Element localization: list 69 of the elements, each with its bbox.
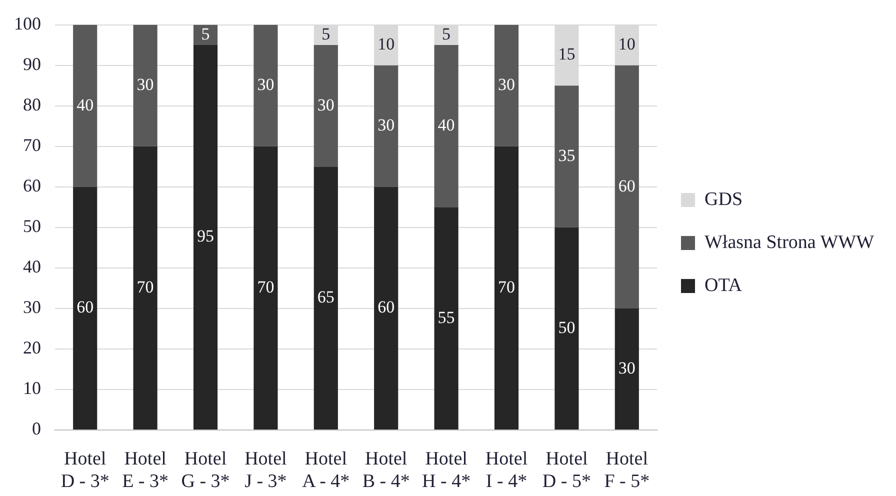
data-label: 35 [558,146,576,165]
x-tick-label: Hotel H - 4* [422,448,471,492]
bar [314,166,338,430]
data-label: 10 [618,34,636,54]
data-label: 30 [498,75,515,94]
data-label: 95 [197,226,214,246]
y-tick-label: 40 [23,256,41,277]
data-label: 70 [136,277,154,296]
bar [554,227,579,430]
data-label: 5 [322,24,330,44]
y-tick-label: 90 [23,54,41,74]
x-tick-label: Hotel I - 4* [485,448,528,492]
bar [494,24,519,146]
data-label: 5 [201,24,210,44]
legend-label: OTA [704,274,742,296]
data-label: 60 [76,298,94,317]
data-label: 50 [558,318,576,337]
y-tick-label: 0 [32,418,41,439]
y-tick-label: 50 [23,216,41,236]
data-label: 5 [442,24,451,44]
legend-label: GDS [704,188,743,210]
y-tick-label: 60 [23,176,41,196]
data-label: 40 [438,116,455,135]
bar [254,24,278,146]
bar [133,24,158,146]
bar [494,146,519,430]
data-label: 30 [618,358,636,378]
x-tick-label: Hotel E - 3* [122,448,169,492]
y-tick-label: 100 [14,14,41,34]
x-tick-label: Hotel J - 3* [244,448,287,492]
data-label: 15 [558,44,576,64]
y-tick-label: 70 [23,135,41,156]
bar [374,65,398,187]
y-tick-label: 10 [23,378,41,398]
data-label: 70 [257,277,274,296]
y-tick-label: 20 [23,338,41,358]
y-tick-label: 80 [23,94,41,115]
data-label: 40 [76,95,94,114]
bar [314,45,338,167]
data-label: 30 [136,75,154,94]
data-label: 30 [317,95,334,114]
data-label: 65 [317,288,334,307]
bar [374,186,398,430]
data-label: 60 [378,298,395,317]
bar [193,45,218,430]
data-label: 55 [438,308,455,327]
x-tick-label: Hotel A - 4* [302,448,350,492]
bar [434,45,458,208]
bar [73,186,98,430]
data-label: 10 [378,34,395,54]
bar [434,207,458,430]
data-label: 30 [257,75,274,94]
bar [73,24,98,187]
data-label: 30 [378,116,395,135]
x-tick-label: Hotel F - 5* [604,448,650,492]
legend-label: Własna Strona WWW [704,232,874,253]
x-tick-label: Hotel D - 3* [60,448,110,492]
bar [614,65,639,308]
bar [193,24,218,46]
x-tick-label: Hotel B - 4* [362,448,410,492]
y-tick-label: 30 [23,297,41,318]
bar [133,146,158,430]
x-tick-label: Hotel D - 5* [542,448,591,492]
bar [614,308,639,430]
data-label: 60 [618,176,636,196]
bar [554,86,579,228]
x-tick-label: Hotel G - 3* [181,448,230,492]
bar [254,146,278,430]
data-label: 70 [498,277,515,296]
